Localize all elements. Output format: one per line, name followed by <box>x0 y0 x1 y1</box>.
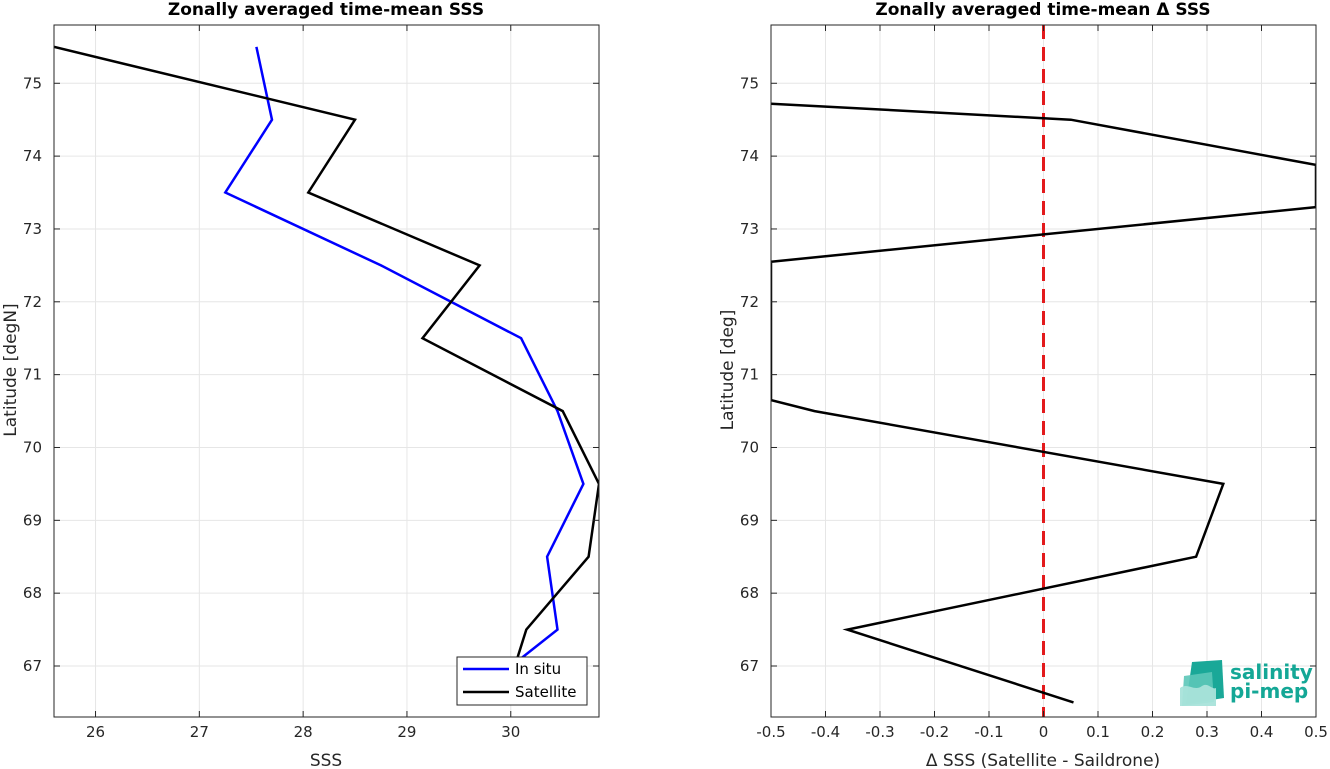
y-tick-label: 72 <box>740 293 759 311</box>
logo-line1: salinity <box>1230 660 1313 684</box>
y-axis-label: Latitude [degN] <box>1 303 21 436</box>
x-axis-label: SSS <box>310 751 342 769</box>
y-tick-label: 70 <box>740 438 759 456</box>
tick-marks <box>54 25 599 717</box>
x-tick-label: 29 <box>397 723 416 741</box>
delta-sss-panel: -0.5 -0.4 -0.3 -0.2 -0.1 0 0.1 0.2 0.3 0.4 0.5 67 68… <box>718 0 1328 769</box>
y-tick-label: 75 <box>740 74 759 92</box>
x-tick-label: -0.1 <box>974 723 1003 741</box>
y-tick-label: 68 <box>740 584 759 602</box>
x-tick-label: 27 <box>190 723 209 741</box>
sss-profile-panel: 26 27 28 29 30 67 68 69 70 71 72 73 74 75 Zonally ave… <box>1 0 600 769</box>
x-tick-label: 30 <box>501 723 520 741</box>
plot-area <box>54 25 599 717</box>
legend-label-satellite: Satellite <box>515 683 576 701</box>
tick-labels: -0.5 -0.4 -0.3 -0.2 -0.1 0 0.1 0.2 0.3 0.4 0.5 67 68… <box>740 74 1328 741</box>
series-satellite-line <box>54 45 599 663</box>
series-line <box>771 102 1316 704</box>
chart-title: Zonally averaged time-mean SSS <box>168 0 484 20</box>
y-tick-label: 69 <box>740 511 759 529</box>
axes-box <box>53 24 600 718</box>
tick-marks <box>770 25 1317 717</box>
legend-box <box>456 656 588 706</box>
grid-lines <box>54 25 599 717</box>
series-lines <box>771 102 1316 704</box>
series-lines <box>54 45 599 664</box>
legend: In situ Satellite <box>456 656 588 706</box>
x-tick-label: 0.2 <box>1141 723 1165 741</box>
y-tick-label: 74 <box>740 147 759 165</box>
y-tick-label: 74 <box>23 147 42 165</box>
y-tick-label: 70 <box>23 438 42 456</box>
x-tick-label: -0.5 <box>756 723 785 741</box>
x-tick-label: 28 <box>294 723 313 741</box>
series-in-situ-line <box>223 46 585 664</box>
salinity-pi-mep-logo: salinity pi-mep <box>1180 660 1313 706</box>
x-tick-label: -0.3 <box>865 723 894 741</box>
y-tick-label: 68 <box>23 584 42 602</box>
x-axis-label: Δ SSS (Satellite - Saildrone) <box>926 751 1160 769</box>
x-tick-label: 0.3 <box>1195 723 1219 741</box>
y-tick-label: 67 <box>740 657 759 675</box>
x-tick-label: -0.2 <box>920 723 949 741</box>
y-tick-label: 67 <box>23 657 42 675</box>
x-tick-label: 0 <box>1039 723 1049 741</box>
x-tick-label: 0.1 <box>1086 723 1110 741</box>
y-tick-label: 75 <box>23 74 42 92</box>
legend-label-in-situ: In situ <box>515 660 561 678</box>
y-tick-label: 71 <box>740 366 759 384</box>
y-tick-label: 73 <box>740 220 759 238</box>
y-axis-label: Latitude [deg] <box>718 310 738 431</box>
logo-line2: pi-mep <box>1230 679 1308 703</box>
chart-title: Zonally averaged time-mean Δ SSS <box>875 0 1210 20</box>
waves-icon <box>1180 660 1224 706</box>
y-tick-label: 69 <box>23 511 42 529</box>
tick-labels: 26 27 28 29 30 67 68 69 70 71 72 73 74 75 <box>23 74 520 741</box>
x-tick-label: 0.4 <box>1250 723 1274 741</box>
x-tick-label: 26 <box>86 723 105 741</box>
x-tick-label: 0.5 <box>1304 723 1328 741</box>
x-tick-label: -0.4 <box>811 723 840 741</box>
y-tick-label: 71 <box>23 366 42 384</box>
y-tick-label: 73 <box>23 220 42 238</box>
y-tick-label: 72 <box>23 293 42 311</box>
